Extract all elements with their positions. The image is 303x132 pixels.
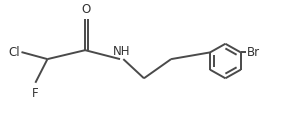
- Text: Br: Br: [247, 46, 260, 59]
- Text: Cl: Cl: [8, 46, 20, 59]
- Text: NH: NH: [113, 45, 130, 58]
- Text: F: F: [32, 87, 39, 100]
- Text: O: O: [81, 3, 90, 16]
